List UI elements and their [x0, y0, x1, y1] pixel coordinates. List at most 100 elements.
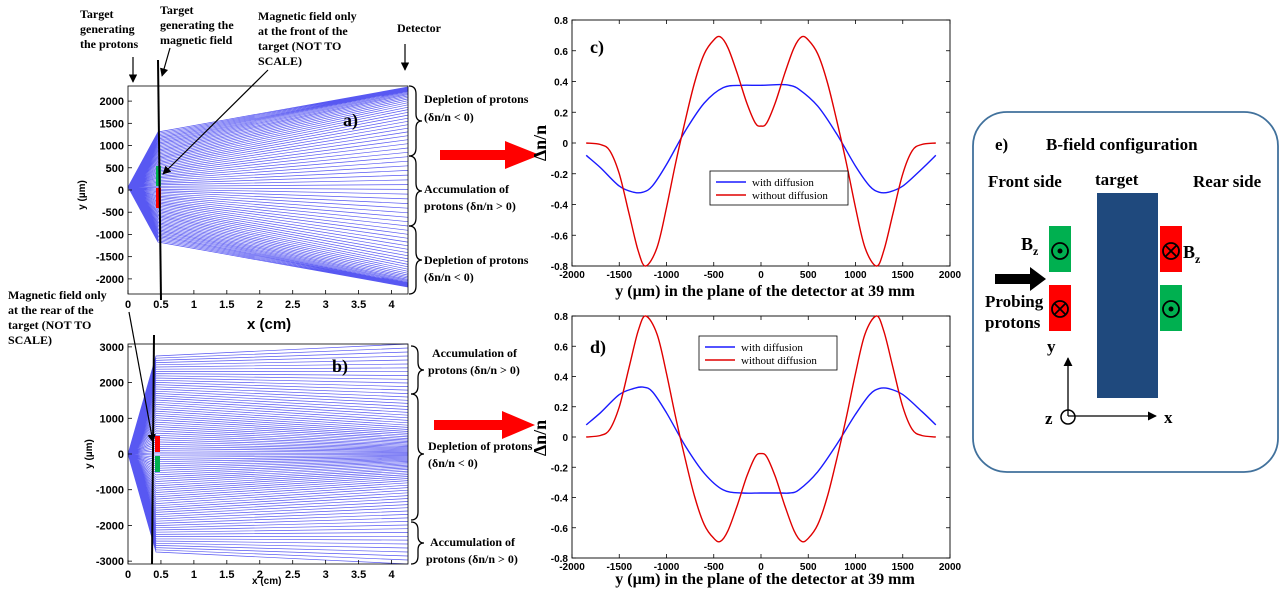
- y-tick-label: -1000: [96, 229, 124, 241]
- x-tick-label: 1.5: [219, 299, 234, 311]
- panel-a-ylabel: y (µm): [77, 180, 88, 210]
- panel-b-proton-rays: [127, 343, 409, 565]
- x-tick-label: 500: [800, 270, 817, 281]
- panel-d-xlabel: y (µm) in the plane of the detector at 3…: [615, 571, 915, 588]
- y-tick-label: 0.8: [554, 312, 568, 323]
- x-tick-label: 3.5: [351, 299, 366, 311]
- panel-a-target-line: [157, 59, 162, 301]
- x-tick-label: -1000: [654, 562, 680, 573]
- legend-label: without diffusion: [752, 190, 828, 202]
- y-tick-label: -0.8: [551, 262, 569, 273]
- x-tick-label: 0: [125, 299, 131, 311]
- y-tick-label: 2000: [100, 96, 124, 108]
- proton-ray: [127, 343, 409, 565]
- y-tick-label: 0.6: [554, 47, 568, 58]
- x-tick-label: 2.5: [285, 569, 300, 581]
- y-tick-label: 1500: [100, 118, 124, 130]
- legend-label: with diffusion: [741, 342, 803, 354]
- panel-b-field-red: [155, 436, 160, 452]
- y-tick-label: -0.6: [551, 524, 569, 535]
- annotation-field-rear: Magnetic field only at the rear of the t…: [8, 288, 110, 347]
- y-tick-label: -0.2: [551, 170, 569, 181]
- x-tick-label: 2000: [939, 562, 962, 573]
- panel-a-brace-top: [408, 85, 423, 157]
- x-tick-label: -2000: [559, 562, 585, 573]
- panel-e-target-block: [1097, 193, 1158, 398]
- panel-a-region-bottom: Depletion of protons (δn/n < 0): [424, 253, 531, 284]
- proton-ray: [127, 86, 409, 288]
- y-tick-label: -0.8: [551, 554, 569, 565]
- annotation-field-front-arrow: [162, 69, 269, 175]
- panel-e-field-configuration: e) B-field configuration Front side targ…: [972, 111, 1279, 473]
- panel-a-region-middle: Accumulation of protons (δn/n > 0): [424, 182, 516, 213]
- annotation-field-front: Magnetic field only at the front of the …: [258, 9, 360, 68]
- series-line-with-diffusion: [585, 83, 937, 194]
- panel-e-probing-arrow: [995, 267, 1046, 291]
- x-tick-label: 2: [257, 299, 263, 311]
- annotation-target-field-arrow: [160, 47, 171, 77]
- x-tick-label: -1500: [606, 270, 632, 281]
- panel-e-bz-rear: Bz: [1183, 242, 1201, 266]
- x-tick-label: 2.5: [285, 299, 300, 311]
- plot-frame: [571, 19, 951, 267]
- y-tick-label: 0: [562, 139, 568, 150]
- x-tick-label: 0.5: [153, 299, 168, 311]
- panel-b-region-middle: Depletion of protons (δn/n < 0): [428, 439, 535, 470]
- x-tick-label: 3: [323, 569, 329, 581]
- panel-b-brace-bottom: [410, 521, 425, 565]
- annotation-detector: Detector: [397, 21, 442, 35]
- panel-a-ticks: 0 0.5 1 1.5 2 2.5 3 3.5 4 2000 1500 1000 500 0 -500 -10…: [96, 96, 396, 311]
- panel-a-brace-middle: [408, 155, 423, 227]
- y-tick-label: 0: [562, 433, 568, 444]
- x-tick-label: 0.5: [153, 569, 168, 581]
- panel-e-axis-x: x: [1164, 408, 1173, 427]
- x-tick-label: 0: [758, 270, 764, 281]
- x-tick-label: 1.5: [219, 569, 234, 581]
- panel-c-label: c): [590, 37, 604, 58]
- x-tick-label: -500: [704, 270, 724, 281]
- panel-e-front-side: Front side: [988, 172, 1062, 191]
- panel-e-label: e): [995, 135, 1008, 154]
- arrow-b-to-d: [434, 411, 535, 439]
- y-tick-label: -0.6: [551, 231, 569, 242]
- legend-box: [698, 335, 838, 371]
- y-tick-label: -0.4: [551, 494, 569, 505]
- panel-b-field-green: [155, 456, 160, 472]
- x-tick-label: 1: [191, 569, 197, 581]
- panel-b-region-top: Accumulation of protons (δn/n > 0): [428, 346, 520, 377]
- y-tick-label: -2000: [96, 274, 124, 286]
- x-tick-label: 4: [388, 569, 395, 581]
- legend-box: [709, 170, 849, 206]
- annotation-target-field: Target generating the magnetic field: [160, 3, 237, 47]
- panel-e-bz-front: Bz: [1021, 234, 1039, 258]
- dot-out-of-page-icon: [1051, 242, 1069, 260]
- panel-e-axis-z: z: [1045, 409, 1053, 428]
- panel-b-target-line: [151, 334, 155, 565]
- panel-e-target: target: [1095, 170, 1139, 189]
- x-tick-label: 0: [758, 562, 764, 573]
- panel-b-plot-frame: [127, 343, 409, 565]
- panel-e-z-axis-icon: [1060, 409, 1076, 425]
- x-tick-label: 0: [125, 569, 131, 581]
- panel-a-field-red: [156, 188, 161, 208]
- y-tick-label: 2000: [100, 378, 124, 390]
- arrow-a-to-c: [440, 141, 540, 169]
- x-tick-label: 2000: [939, 270, 962, 281]
- y-tick-label: 0.4: [554, 78, 568, 89]
- y-tick-label: 0.2: [554, 403, 568, 414]
- annotation-target-protons: Target generating the protons: [80, 7, 138, 51]
- cross-into-page-icon: [1162, 242, 1180, 260]
- y-tick-label: 1000: [100, 141, 124, 153]
- y-tick-label: 500: [106, 163, 124, 175]
- x-tick-label: 1500: [892, 562, 915, 573]
- x-tick-label: 1000: [844, 270, 867, 281]
- panel-d-chart: -2000 -1500 -1000 -500 0 500 1000 1500 2000 0.8 0.…: [530, 312, 962, 588]
- panel-c-axes: -2000 -1500 -1000 -500 0 500 1000 1500 2000 0.8 0.…: [551, 16, 962, 281]
- panel-b-ray-trace: 0 0.5 1 1.5 2 2.5 3 3.5 4 3000 2000 1000 0 -1000 -2000…: [8, 288, 535, 587]
- legend-label: with diffusion: [752, 177, 814, 189]
- x-tick-label: -1000: [654, 270, 680, 281]
- y-tick-label: -0.2: [551, 463, 569, 474]
